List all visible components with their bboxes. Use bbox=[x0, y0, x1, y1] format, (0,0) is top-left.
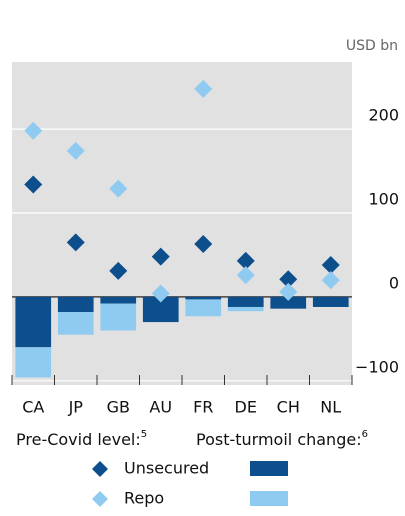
legend-title-text: Post-turmoil change: bbox=[196, 430, 362, 449]
change-bar bbox=[185, 299, 222, 317]
x-tick-label: JP bbox=[68, 398, 84, 417]
level-marker bbox=[66, 233, 85, 252]
legend-swatch bbox=[250, 491, 288, 506]
x-tick-label: AU bbox=[149, 398, 172, 417]
y-tick-label: 100 bbox=[368, 190, 399, 209]
legend-label: Unsecured bbox=[124, 459, 209, 478]
change-bar bbox=[15, 347, 52, 378]
change-bar bbox=[57, 296, 94, 313]
legend-note: 5 bbox=[141, 429, 147, 440]
level-marker bbox=[279, 270, 298, 289]
plot-background bbox=[12, 62, 352, 385]
level-marker bbox=[24, 175, 43, 194]
legend-title: Pre-Covid level:5 bbox=[16, 429, 147, 449]
level-marker bbox=[109, 179, 128, 198]
x-tick-label: CA bbox=[22, 398, 44, 417]
y-tick-label: 200 bbox=[368, 106, 399, 125]
change-bar bbox=[227, 296, 264, 307]
change-bar bbox=[270, 296, 307, 309]
x-tick-label: GB bbox=[107, 398, 130, 417]
legend-note: 6 bbox=[362, 429, 368, 440]
level-marker bbox=[321, 256, 340, 275]
legend-swatch bbox=[250, 461, 288, 476]
change-bar bbox=[100, 296, 137, 304]
x-tick-label: CH bbox=[277, 398, 300, 417]
level-marker bbox=[279, 282, 298, 301]
level-marker bbox=[66, 141, 85, 160]
legend-title-text: Pre-Covid level: bbox=[16, 430, 141, 449]
change-bar bbox=[15, 296, 52, 348]
legend-title: Post-turmoil change:6 bbox=[196, 429, 368, 449]
x-tick-label: NL bbox=[320, 398, 341, 417]
change-bar bbox=[185, 296, 222, 300]
level-marker bbox=[236, 251, 255, 270]
legend-marker bbox=[92, 461, 108, 477]
level-marker bbox=[151, 247, 170, 266]
level-marker bbox=[236, 266, 255, 285]
level-marker bbox=[194, 79, 213, 98]
level-marker bbox=[321, 271, 340, 290]
level-marker bbox=[109, 261, 128, 280]
level-marker bbox=[194, 235, 213, 254]
x-tick-label: DE bbox=[235, 398, 257, 417]
change-bar bbox=[57, 312, 94, 335]
level-marker bbox=[151, 284, 170, 303]
y-tick-label: −100 bbox=[355, 357, 399, 376]
y-tick-label: 0 bbox=[389, 273, 399, 292]
change-bar bbox=[227, 306, 264, 312]
unit-label: USD bn bbox=[346, 38, 398, 54]
x-tick-label: FR bbox=[193, 398, 213, 417]
change-bar bbox=[312, 296, 349, 307]
level-marker bbox=[24, 121, 43, 140]
change-bar bbox=[100, 303, 137, 331]
legend-marker bbox=[92, 491, 108, 507]
legend-label: Repo bbox=[124, 489, 164, 508]
